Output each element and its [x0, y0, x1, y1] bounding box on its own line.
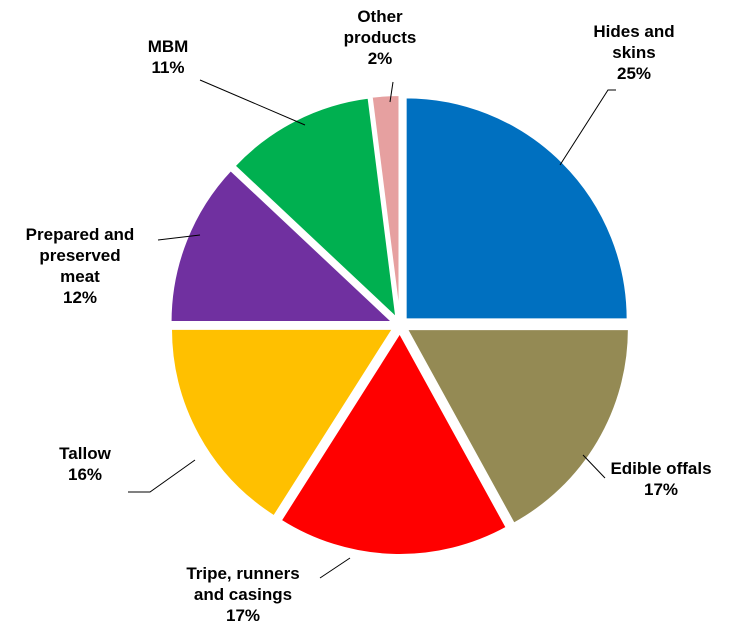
- slice-label-line-0-1: skins: [612, 43, 655, 62]
- pie-slice-0: [404, 96, 629, 321]
- leader-line-1: [582, 454, 606, 479]
- leader-line-6: [389, 81, 394, 103]
- pie-slice-3: [169, 327, 395, 518]
- slice-percent-6: 2%: [368, 49, 393, 68]
- slice-label-2: Tripe, runners and casings 17%: [186, 564, 299, 625]
- slice-percent-1: 17%: [644, 480, 678, 499]
- slice-percent-2: 17%: [226, 606, 260, 625]
- slice-label-line-4-2: meat: [60, 267, 100, 286]
- leader-line-5: [199, 79, 306, 126]
- slice-label-3: Tallow 16%: [59, 444, 111, 484]
- leader-line-4: [157, 234, 201, 241]
- slice-label-line-6-0: Other: [357, 7, 403, 26]
- leader-lines: [128, 79, 616, 579]
- slice-label-1: Edible offals 17%: [610, 459, 711, 499]
- slice-label-6: Other products 2%: [344, 7, 417, 68]
- slice-label-line-3-0: Tallow: [59, 444, 111, 463]
- slice-label-line-2-1: and casings: [194, 585, 292, 604]
- slice-label-line-6-1: products: [344, 28, 417, 47]
- slice-label-line-5-0: MBM: [148, 37, 189, 56]
- pie-slice-4: [169, 168, 396, 324]
- slice-labels: Hides and skins 25%Edible offals 17%Tripe, …: [26, 7, 712, 625]
- slice-label-0: Hides and skins 25%: [593, 22, 674, 83]
- slice-label-line-4-0: Prepared and: [26, 225, 135, 244]
- slice-percent-3: 16%: [68, 465, 102, 484]
- pie-slice-2: [279, 331, 509, 556]
- slice-percent-5: 11%: [151, 58, 184, 77]
- slice-label-line-2-0: Tripe, runners: [186, 564, 299, 583]
- slice-label-line-1-0: Edible offals: [610, 459, 711, 478]
- slice-percent-4: 12%: [63, 288, 97, 307]
- pie-slices: [169, 94, 630, 556]
- pie-slice-6: [370, 94, 401, 318]
- slice-percent-0: 25%: [617, 64, 651, 83]
- pie-slice-1: [405, 328, 630, 525]
- slice-label-line-4-1: preserved: [39, 246, 120, 265]
- leader-line-3: [128, 459, 196, 493]
- leader-line-2: [319, 557, 351, 579]
- leader-line-0: [559, 89, 616, 166]
- pie-slice-5: [233, 96, 398, 321]
- slice-label-4: Prepared and preserved meat 12%: [26, 225, 135, 307]
- slice-label-5: MBM 11%: [148, 37, 189, 77]
- slice-label-line-0-0: Hides and: [593, 22, 674, 41]
